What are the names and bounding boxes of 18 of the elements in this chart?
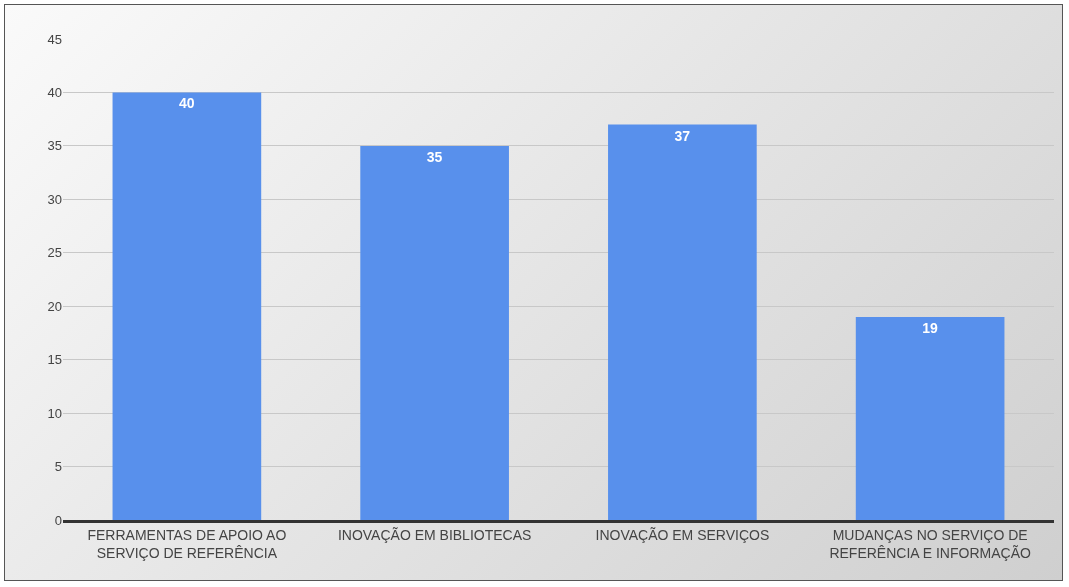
x-tick-label: INOVAÇÃO EM SERVIÇOS [595,526,770,543]
y-tick-label: 15 [47,352,62,368]
y-tick-label: 45 [47,31,62,47]
y-tick-label: 40 [47,84,62,100]
data-label: 37 [674,127,691,144]
y-tick-label: 20 [47,298,62,314]
x-tick-label: INOVAÇÃO EM BIBLIOTECAS [337,526,532,543]
x-tick-label: MUDANÇAS NO SERVIÇO DE REFERÊNCIA E INFORMAÇÃO [829,526,1031,561]
data-label: 35 [426,148,443,165]
y-tick-label: 5 [54,459,62,475]
y-tick-label: 10 [47,405,62,421]
data-label: 19 [922,319,939,336]
y-tick-label: 0 [54,512,62,528]
data-label: 40 [178,95,195,112]
y-tick-label: 25 [47,245,62,261]
x-tick-label: FERRAMENTAS DE APOIO AO SERVIÇO DE REFERÊNCIA [87,526,287,561]
y-tick-label: 30 [47,191,62,207]
y-tick-label: 35 [47,138,62,154]
